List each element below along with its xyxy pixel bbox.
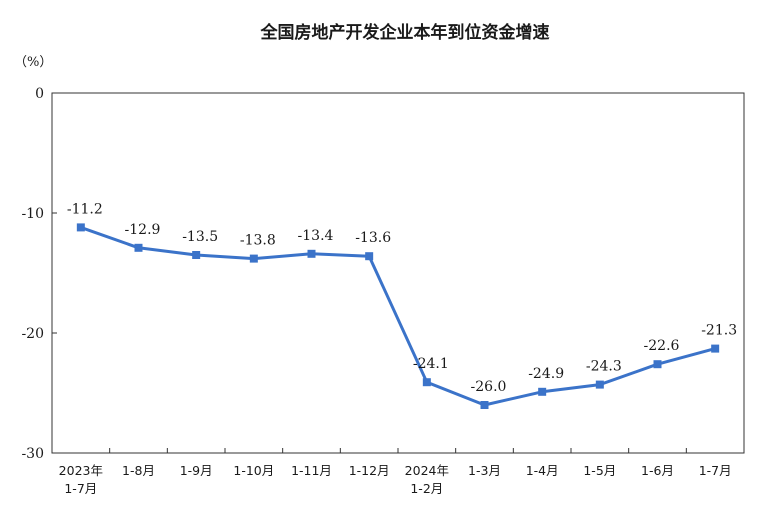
series-line xyxy=(79,225,717,407)
y-tick-label: 0 xyxy=(35,86,44,102)
x-tick-label: 2023年 xyxy=(59,463,103,478)
x-tick-label: 1-11月 xyxy=(291,463,332,478)
data-point xyxy=(538,387,547,396)
data-label: -13.6 xyxy=(355,230,391,246)
data-label: -24.3 xyxy=(586,359,622,375)
data-point xyxy=(595,380,604,389)
data-point xyxy=(249,254,258,263)
y-axis: 0 -10 -20 -30 xyxy=(21,86,57,462)
data-point xyxy=(480,401,489,409)
y-tick-label: -20 xyxy=(21,326,44,342)
x-tick-label: 1-4月 xyxy=(526,463,559,478)
x-axis: 2023年 1-7月 1-8月 1-9月 1-10月 1-11月 1-12月 2024年 1-2… xyxy=(51,448,745,496)
x-tick-label: 1-10月 xyxy=(233,463,274,478)
x-tick-label: 1-2月 xyxy=(410,481,443,496)
data-point xyxy=(192,251,201,259)
x-tick-label: 1-7月 xyxy=(699,463,732,478)
x-tick-label: 1-3月 xyxy=(468,463,501,478)
data-label: -21.3 xyxy=(701,323,737,339)
data-point xyxy=(134,243,143,252)
data-point xyxy=(422,378,431,387)
data-point xyxy=(307,249,316,258)
data-point xyxy=(365,252,374,261)
x-tick-label: 1-8月 xyxy=(122,463,155,478)
data-label: -24.9 xyxy=(528,366,564,382)
x-tick-label: 1-5月 xyxy=(583,463,616,478)
x-tick-label: 1-12月 xyxy=(349,463,390,478)
data-label: -11.2 xyxy=(67,201,103,217)
x-tick-label: 2024年 xyxy=(405,463,449,478)
x-tick-label: 1-9月 xyxy=(180,463,213,478)
data-label: -13.5 xyxy=(182,229,218,245)
series-group xyxy=(76,223,720,409)
x-tick-label: 1-7月 xyxy=(64,481,97,496)
plot-frame xyxy=(51,92,745,454)
data-labels: -11.2 -12.9 -13.5 -13.8 -13.4 -13.6 -24.1 -26.0… xyxy=(67,201,737,395)
data-point xyxy=(76,223,85,232)
y-tick-label: -10 xyxy=(21,206,44,222)
data-label: -24.1 xyxy=(413,356,449,372)
y-unit-label: （%） xyxy=(14,55,52,70)
data-label: -13.4 xyxy=(298,228,334,244)
data-label: -12.9 xyxy=(125,222,161,238)
chart-title: 全国房地产开发企业本年到位资金增速 xyxy=(260,22,550,43)
data-label: -13.8 xyxy=(240,233,276,249)
x-tick-label: 1-6月 xyxy=(641,463,674,478)
data-label: -22.6 xyxy=(644,338,680,354)
y-tick-label: -30 xyxy=(21,446,44,462)
data-label: -26.0 xyxy=(471,379,507,395)
data-point xyxy=(711,344,720,353)
data-point xyxy=(653,360,662,369)
